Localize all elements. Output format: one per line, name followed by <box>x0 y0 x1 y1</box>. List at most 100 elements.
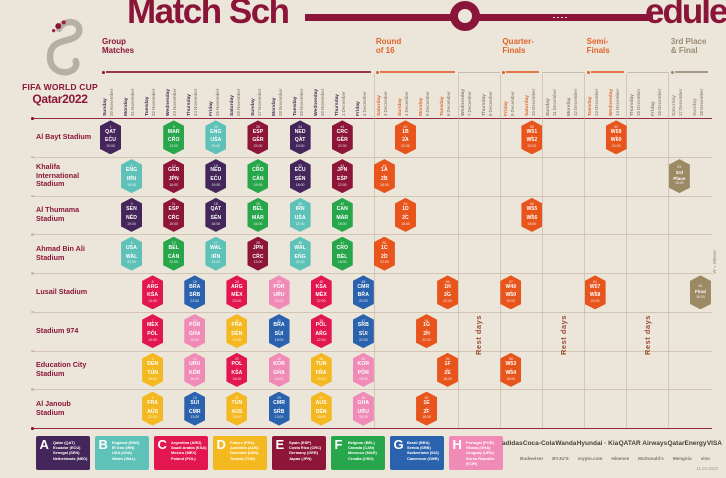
match-away-team: W60 <box>610 137 622 144</box>
match-kickoff-time: 19:00 <box>274 337 284 342</box>
versus-label: v <box>215 250 217 255</box>
match-home-team: GHA <box>357 399 370 406</box>
date-label-day: Monday <box>566 97 572 116</box>
phase-line <box>674 71 708 73</box>
match-kickoff-time: 22:00 <box>211 144 221 149</box>
match-home-team: AUS <box>315 399 327 406</box>
match-hex: 3 SEN v NED 19:00 <box>121 197 143 232</box>
match-number: 4 <box>130 241 133 246</box>
match-hex: 51 1D v 2C 18:00 <box>394 197 416 232</box>
match-number: 3 <box>130 202 133 207</box>
legend-team: Cameroon (CMR) <box>407 455 439 461</box>
date-label: Tuesday 13 December <box>588 72 602 116</box>
phase-line <box>506 71 540 73</box>
match-away-team: W58 <box>589 292 601 299</box>
versus-label: v <box>320 405 322 410</box>
match-hex: 49 1A v 2B 18:00 <box>373 159 395 194</box>
match-home-team: POL <box>231 361 243 368</box>
match-kickoff-time: 18:00 <box>401 221 410 226</box>
match-number: 22 <box>234 357 239 362</box>
match-number: 63 <box>677 165 682 170</box>
date-label-day: Sunday <box>250 98 256 116</box>
match-number: 7 <box>151 318 154 323</box>
row-separator <box>33 428 712 429</box>
versus-label: v <box>404 211 407 216</box>
rest-days-label: Rest days <box>642 315 652 355</box>
match-home-team: 1C <box>381 244 388 251</box>
legend-team: Serbia (SRB) <box>407 444 431 450</box>
match-home-team: POR <box>273 283 285 290</box>
match-away-team: SRB <box>273 408 285 415</box>
match-kickoff-time: 22:00 <box>380 260 389 265</box>
match-home-team: W59 <box>610 128 622 135</box>
match-home-team: CMR <box>357 283 370 290</box>
match-hex: 32 POR v URU 22:00 <box>268 275 290 310</box>
match-number: 46 <box>361 357 366 362</box>
match-number: 40 <box>319 279 324 284</box>
match-hex: 10 GER v JPN 16:00 <box>163 159 185 194</box>
stadium-label: Khalifa International Stadium <box>36 162 80 189</box>
match-kickoff-time: 18:00 <box>295 182 305 187</box>
legend-team: USA (USA) <box>112 450 132 456</box>
match-hex: 17 WAL v IRN 13:00 <box>205 236 227 271</box>
match-kickoff-time: 16:00 <box>190 376 200 381</box>
date-label: Saturday 10 December <box>525 72 539 116</box>
versus-label: v <box>299 173 301 178</box>
match-number: 19 <box>213 163 218 168</box>
sponsor-logo: VISA <box>706 440 722 447</box>
match-hex: 56 1H v 2G 22:00 <box>437 275 459 310</box>
versus-label: v <box>299 211 301 216</box>
match-kickoff-time: 19:00 <box>295 144 305 149</box>
phase-line-dot <box>102 70 105 74</box>
match-home-team: POR <box>189 322 201 329</box>
match-away-team: SUI <box>274 331 284 338</box>
match-number: 44 <box>340 124 345 129</box>
phase-line <box>379 71 456 73</box>
legend-group-A: A Qatar (QAT) Ecuador (ECU) Senegal (SEN) Ne… <box>36 436 90 470</box>
date-label-day: Wednesday <box>608 88 614 116</box>
match-home-team: 1G <box>423 322 431 329</box>
match-hex: 44 CRC v GER 22:00 <box>331 120 353 155</box>
match-number: 25 <box>256 241 260 246</box>
match-number: 8 <box>151 396 154 401</box>
date-label: Saturday 17 December <box>672 72 686 116</box>
date-label: Monday 5 December <box>419 72 433 116</box>
match-home-team: CMR <box>273 399 285 406</box>
match-number: 61 <box>593 279 598 284</box>
phase-connector-line <box>542 71 585 73</box>
match-home-team: SRB <box>357 322 369 329</box>
match-away-team: GHA <box>273 369 285 376</box>
date-label-date: 8 December <box>488 91 494 116</box>
match-kickoff-time: 13:00 <box>253 260 263 265</box>
versus-label: v <box>446 366 449 371</box>
versus-label: v <box>151 405 154 410</box>
match-away-team: W56 <box>526 214 538 221</box>
legend-team: Costa Rica (CRC) <box>289 444 322 450</box>
match-home-team: ENG <box>210 128 222 135</box>
match-home-team: 1D <box>402 206 409 213</box>
match-kickoff-time: 18:00 <box>316 376 326 381</box>
match-away-team: 2C <box>402 214 409 221</box>
sponsor-logos-row1: adidas Coca-Cola Wanda Hyundai · Kia QATAR A… <box>502 440 722 447</box>
match-hex: 25 JPN v CRC 13:00 <box>247 236 269 271</box>
match-number: 5 <box>151 279 154 284</box>
match-number: 43 <box>340 163 345 168</box>
match-away-team: W54 <box>505 369 517 376</box>
match-kickoff-time: 19:00 <box>127 221 136 226</box>
legend-team: Ghana (GHA) <box>466 444 491 450</box>
match-number: 6 <box>151 357 154 362</box>
match-hex: 19 NED v ECU 19:00 <box>205 159 227 194</box>
match-hex: 34 NED v QAT 19:00 <box>289 120 311 155</box>
match-away-team: POL <box>147 331 159 338</box>
match-number: 12 <box>171 241 176 246</box>
match-home-team: CRC <box>336 128 348 135</box>
match-hex: 13 SUI v CMR 13:00 <box>184 391 206 426</box>
date-label-date: 13 December <box>593 88 599 116</box>
match-away-team: 2F <box>423 408 430 415</box>
date-label: Sunday 11 December <box>546 72 560 116</box>
match-hex: 26 BEL v MAR 16:00 <box>247 197 269 232</box>
legend-group-letter: C <box>157 437 167 452</box>
row-separator-dot <box>31 155 34 159</box>
versus-label: v <box>130 173 133 178</box>
date-label: Thursday 15 December <box>630 72 644 116</box>
